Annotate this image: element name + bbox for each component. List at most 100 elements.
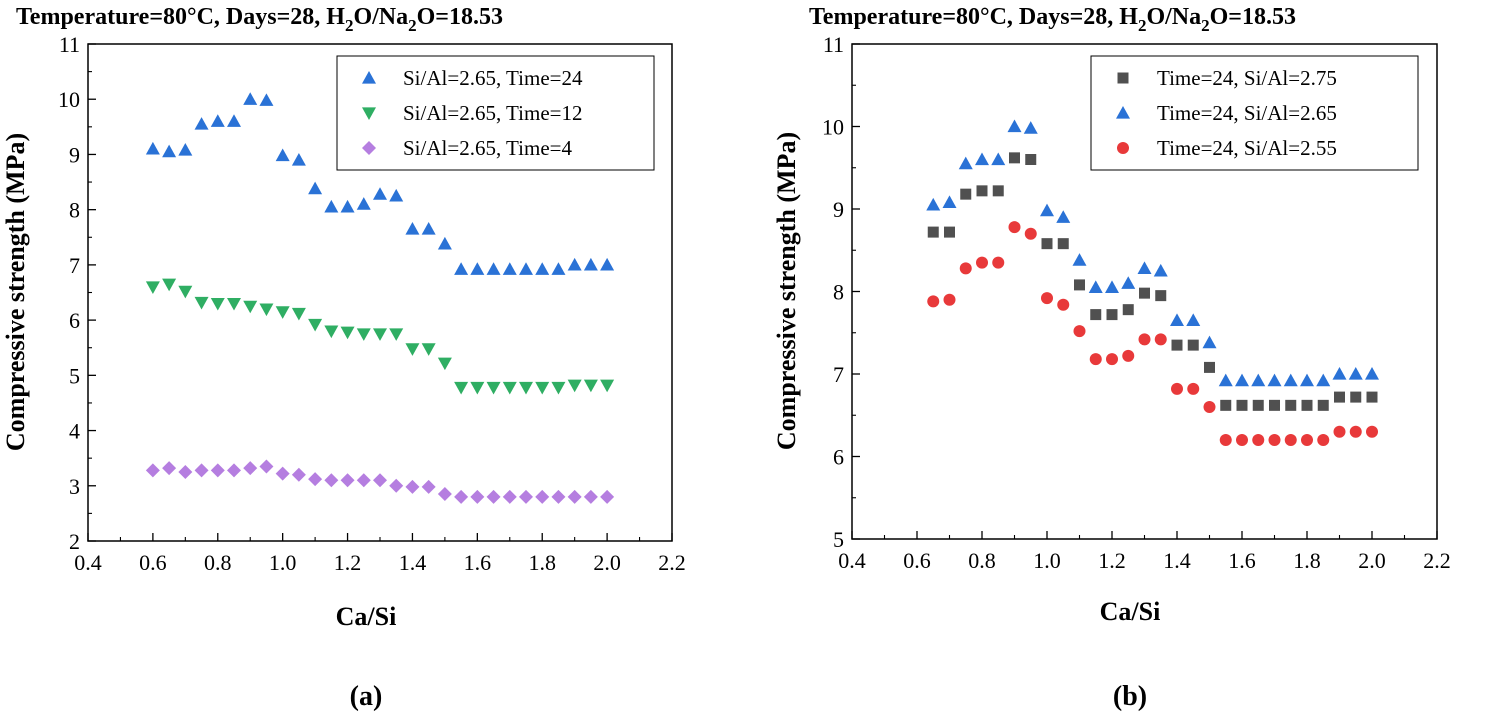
data-point xyxy=(259,93,274,106)
data-point xyxy=(389,478,404,493)
data-point xyxy=(1316,373,1331,387)
legend-label: Si/Al=2.65, Time=4 xyxy=(403,136,572,160)
x-tick-label: 2.0 xyxy=(593,550,621,575)
legend-marker xyxy=(362,71,376,84)
data-point xyxy=(583,489,598,504)
marks-a xyxy=(145,92,615,504)
data-point xyxy=(583,379,598,393)
data-point xyxy=(927,226,939,238)
data-point xyxy=(551,489,566,504)
legend-marker xyxy=(362,107,376,120)
data-point xyxy=(1332,367,1347,380)
data-point xyxy=(259,459,274,474)
data-point xyxy=(259,303,274,317)
data-point xyxy=(421,343,436,356)
x-tick-label: 2.2 xyxy=(1423,548,1451,573)
data-point xyxy=(243,300,258,314)
y-tick-label: 10 xyxy=(58,87,80,112)
data-point xyxy=(1365,367,1379,380)
data-point xyxy=(1106,309,1118,321)
data-point xyxy=(1171,339,1183,351)
title-prefix: Temperature=80°C, Days=28, H xyxy=(16,4,345,30)
data-point xyxy=(567,379,582,393)
data-point xyxy=(519,489,533,504)
legend-label: Time=24, Si/Al=2.75 xyxy=(1157,66,1337,90)
data-point xyxy=(227,463,241,478)
data-point xyxy=(243,92,258,105)
legend-box-b xyxy=(1090,55,1419,171)
legend-label: Time=24, Si/Al=2.55 xyxy=(1157,136,1337,160)
data-point xyxy=(356,473,371,488)
data-point xyxy=(1106,353,1118,366)
data-point xyxy=(1284,434,1297,446)
title-sub2: 2 xyxy=(408,16,417,35)
data-point xyxy=(1170,313,1184,326)
data-point xyxy=(992,256,1005,269)
data-point xyxy=(1269,399,1280,411)
data-point xyxy=(145,141,160,155)
y-tick-label: 8 xyxy=(69,198,80,223)
data-point xyxy=(1267,373,1282,387)
data-point xyxy=(275,466,290,481)
data-point xyxy=(960,188,972,200)
data-point xyxy=(210,297,225,311)
data-point xyxy=(486,489,501,504)
data-point xyxy=(943,293,956,306)
title-sub1: 2 xyxy=(1138,16,1147,35)
y-tick-label: 6 xyxy=(833,445,844,470)
data-point xyxy=(1041,238,1053,250)
ticks-b: 0.4 0.6 0.8 1.0 1.2 1.4 1.6 1.8 2.0 2.2 5 6 7 8 9 10 11 xyxy=(822,32,1451,573)
data-point xyxy=(1301,399,1313,411)
data-point xyxy=(145,463,160,478)
y-tick-label: 4 xyxy=(69,419,80,444)
data-point xyxy=(1187,339,1199,351)
legend-marker xyxy=(362,141,376,155)
x-tick-label: 1.6 xyxy=(1228,548,1256,573)
x-tick-label: 1.4 xyxy=(1163,548,1191,573)
data-point xyxy=(1009,152,1020,164)
data-point xyxy=(340,326,355,340)
data-point xyxy=(976,256,988,269)
data-point xyxy=(1203,401,1216,413)
data-point xyxy=(1186,313,1201,326)
y-tick-label: 11 xyxy=(59,32,80,57)
data-point xyxy=(600,379,615,393)
legend-marker xyxy=(1117,142,1129,154)
data-point xyxy=(1122,349,1135,362)
data-point xyxy=(1202,335,1217,349)
data-point xyxy=(942,195,957,208)
data-point xyxy=(437,357,452,371)
panel-a-title: Temperature=80°C, Days=28, H2O/Na2O=18.5… xyxy=(16,4,503,35)
x-tick-label: 0.4 xyxy=(838,548,866,573)
y-tick-label: 5 xyxy=(833,527,844,552)
data-point xyxy=(1041,292,1053,305)
x-tick-label: 2.0 xyxy=(1358,548,1386,573)
data-point xyxy=(178,285,193,299)
data-point xyxy=(1219,434,1232,446)
x-tick-label: 1.8 xyxy=(1293,548,1321,573)
data-point xyxy=(1056,210,1071,223)
data-point xyxy=(1057,298,1070,311)
data-point xyxy=(1251,373,1266,387)
data-point xyxy=(275,306,290,319)
data-point xyxy=(1236,434,1248,446)
y-tick-label: 6 xyxy=(69,308,80,333)
data-point xyxy=(551,381,566,395)
x-axis-label-b: Ca/Si xyxy=(1100,597,1161,626)
data-point xyxy=(944,226,955,238)
data-point xyxy=(502,262,517,275)
data-point xyxy=(519,381,533,395)
data-point xyxy=(1024,227,1037,240)
data-point xyxy=(1252,399,1264,411)
data-point xyxy=(535,381,550,395)
data-point xyxy=(373,473,387,488)
panel-label-a: (a) xyxy=(350,681,383,712)
data-point xyxy=(324,473,339,488)
data-point xyxy=(502,381,517,395)
data-point xyxy=(519,262,533,275)
data-point xyxy=(992,185,1004,197)
data-point xyxy=(405,343,420,356)
title-prefix: Temperature=80°C, Days=28, H xyxy=(809,4,1138,30)
data-point xyxy=(1366,391,1378,403)
data-point xyxy=(976,185,988,197)
